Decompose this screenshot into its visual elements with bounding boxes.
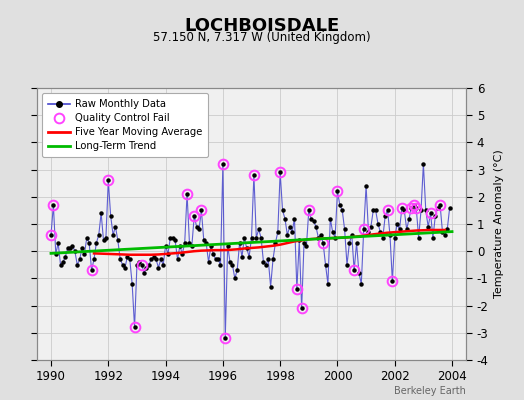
Y-axis label: Temperature Anomaly (°C): Temperature Anomaly (°C) [494,150,504,298]
Legend: Raw Monthly Data, Quality Control Fail, Five Year Moving Average, Long-Term Tren: Raw Monthly Data, Quality Control Fail, … [42,93,208,157]
Text: LOCHBOISDALE: LOCHBOISDALE [184,17,340,35]
Text: 57.150 N, 7.317 W (United Kingdom): 57.150 N, 7.317 W (United Kingdom) [153,32,371,44]
Text: Berkeley Earth: Berkeley Earth [395,386,466,396]
